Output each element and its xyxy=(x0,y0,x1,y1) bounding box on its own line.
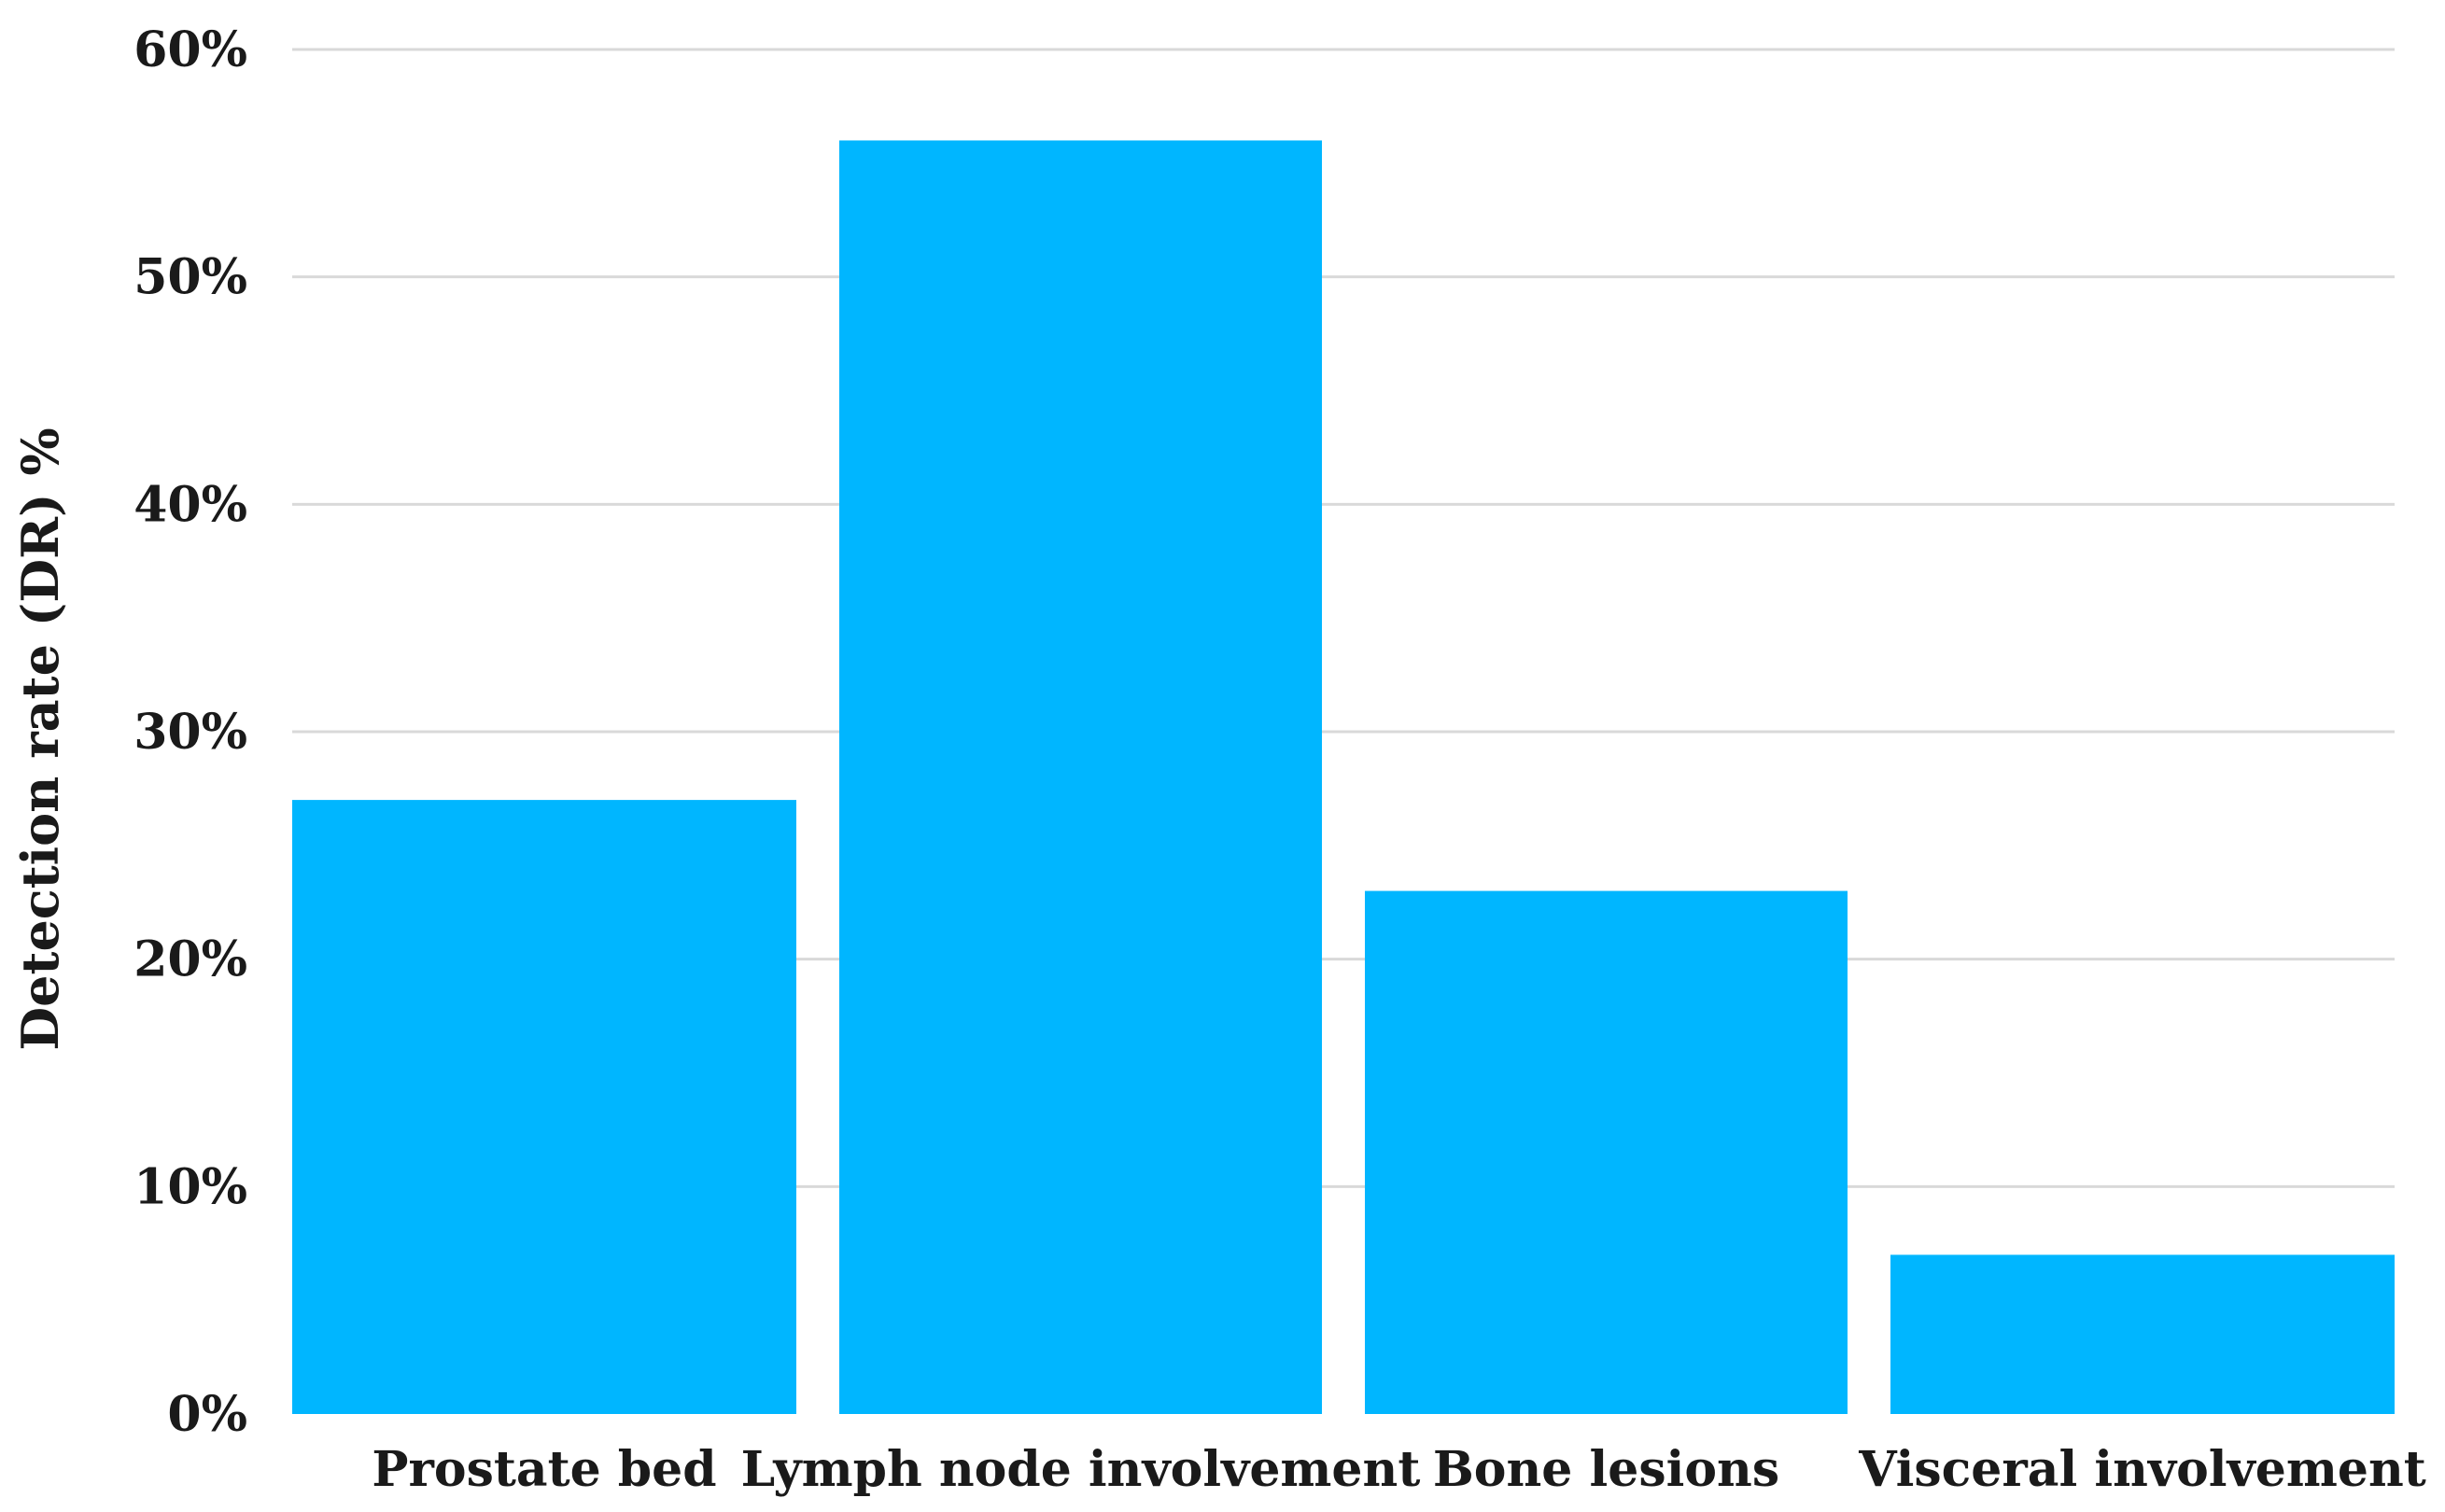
y-tick-label: 10% xyxy=(133,1158,247,1215)
x-category-label: Visceral involvement xyxy=(1858,1441,2426,1498)
bar xyxy=(1890,1254,2395,1414)
y-tick-label: 30% xyxy=(133,704,247,761)
bar xyxy=(839,140,1322,1414)
bar xyxy=(292,800,796,1414)
x-category-label: Prostate bed xyxy=(372,1441,716,1498)
y-axis-ticks: 0% 10% 20% 30% 40% 50% 60% xyxy=(133,21,247,1443)
bar xyxy=(1365,890,1848,1414)
x-axis-categories: Prostate bed Lymph node involvement Bone l… xyxy=(372,1441,2425,1498)
y-tick-label: 50% xyxy=(133,249,247,306)
y-tick-label: 40% xyxy=(133,476,247,533)
x-category-label: Bone lesions xyxy=(1433,1441,1779,1498)
y-axis-title: Detection rate (DR) % xyxy=(10,427,70,1050)
y-tick-label: 60% xyxy=(133,21,247,78)
x-category-label: Lymph node involvement xyxy=(741,1441,1421,1498)
bars xyxy=(292,140,2395,1414)
y-tick-label: 0% xyxy=(167,1386,247,1443)
y-tick-label: 20% xyxy=(133,931,247,988)
